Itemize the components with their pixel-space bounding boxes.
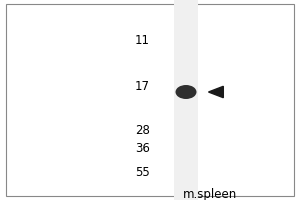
Text: 11: 11 [135, 33, 150, 46]
Text: 36: 36 [135, 142, 150, 154]
Text: 55: 55 [135, 166, 150, 178]
Polygon shape [208, 86, 223, 98]
Text: 17: 17 [135, 80, 150, 92]
Text: 28: 28 [135, 123, 150, 136]
Bar [174, 0, 198, 200]
Text: m.spleen: m.spleen [183, 188, 237, 200]
Ellipse shape [176, 85, 197, 99]
